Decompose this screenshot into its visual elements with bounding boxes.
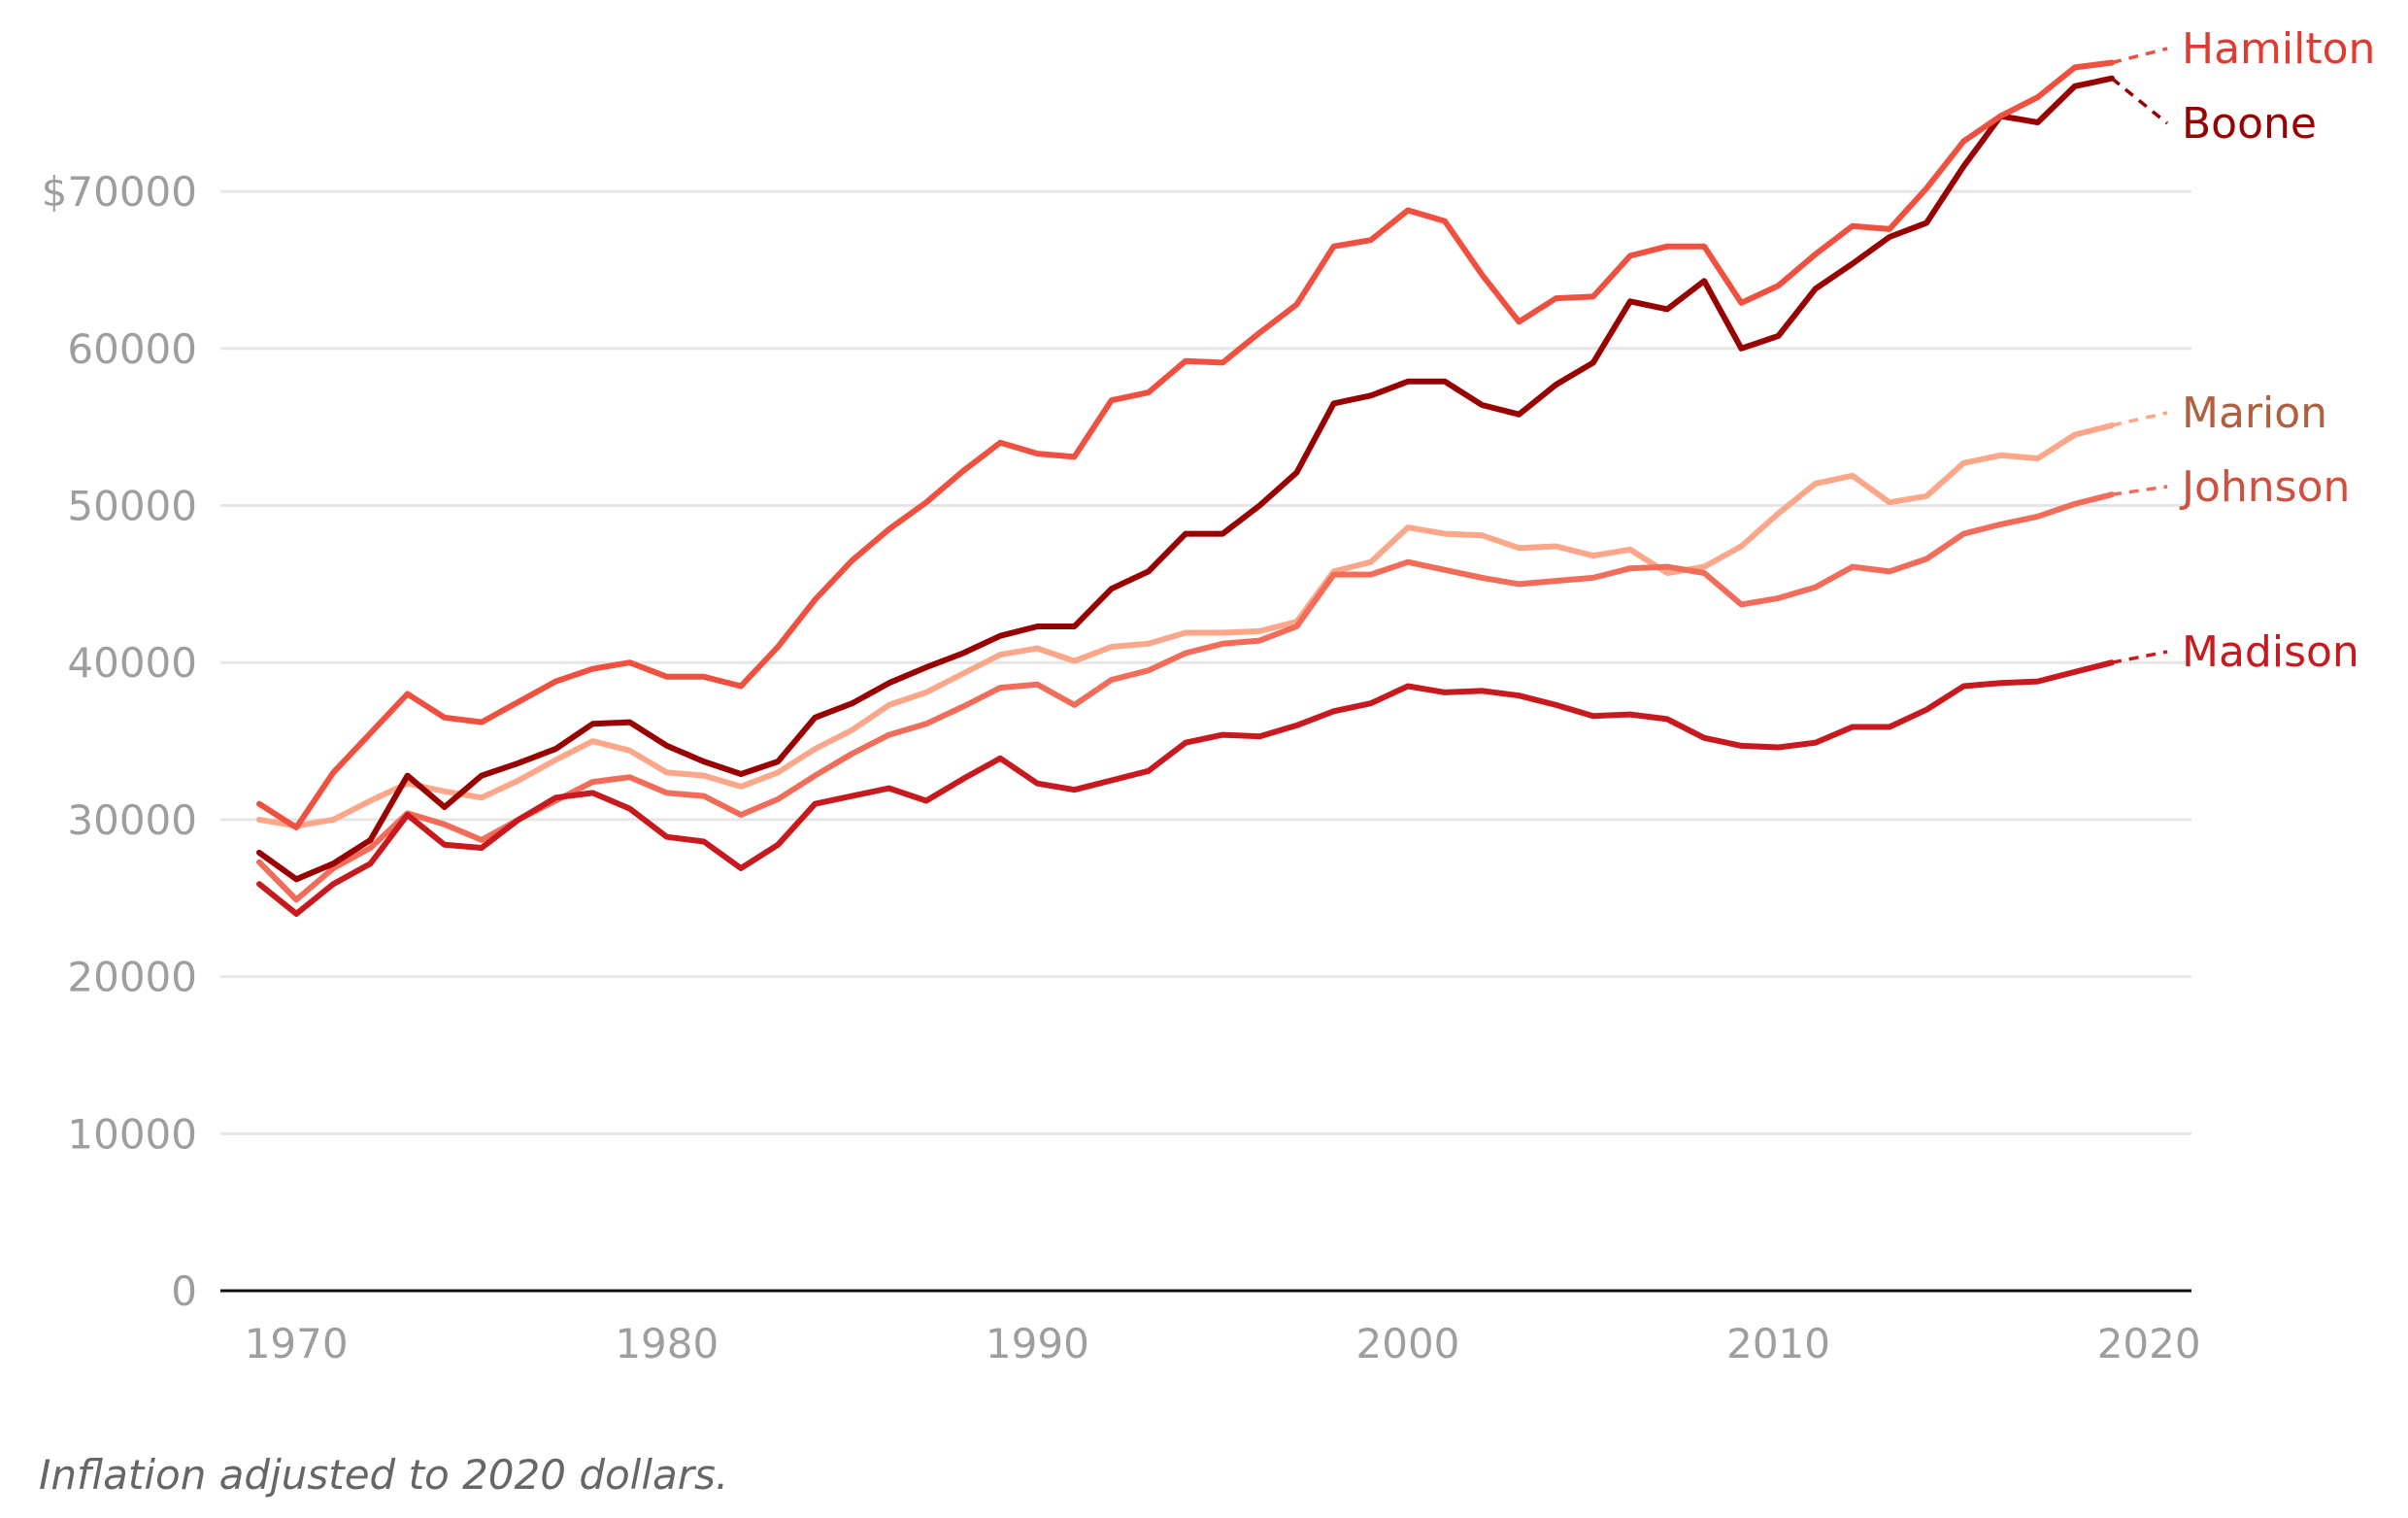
x-tick-label: 1970 <box>245 1320 349 1367</box>
y-tick-label: 50000 <box>67 483 197 530</box>
footnote: Inflation adjusted to 2020 dollars. <box>39 1451 728 1499</box>
label-leader-line <box>2110 77 2169 125</box>
y-tick-label: 60000 <box>67 325 197 373</box>
series-labels: Marion Johnson Madison Boone Hamilton <box>2110 24 2375 677</box>
gridlines <box>220 189 2191 1135</box>
series-line-marion <box>256 422 2115 829</box>
label-leader-line <box>2111 650 2168 664</box>
label-leader-line <box>2111 47 2168 65</box>
series-label-madison: Madison <box>2182 627 2359 677</box>
y-axis-ticks: 0 10000 20000 30000 40000 50000 60000 $70000 <box>42 168 197 1315</box>
series-line-boone <box>256 75 2115 883</box>
series-label-boone: Boone <box>2182 99 2317 149</box>
series-line-hamilton <box>256 59 2115 830</box>
label-leader-line <box>2111 411 2168 427</box>
series-line-madison <box>256 659 2115 917</box>
series-lines <box>256 59 2115 917</box>
y-tick-label: 40000 <box>67 639 197 687</box>
label-leader-line <box>2111 485 2168 496</box>
series-label-marion: Marion <box>2182 388 2327 438</box>
y-tick-label: $70000 <box>42 168 197 216</box>
y-tick-label: 0 <box>171 1267 197 1315</box>
x-tick-label: 2020 <box>2097 1320 2201 1367</box>
x-tick-label: 1980 <box>615 1320 719 1367</box>
y-tick-label: 10000 <box>67 1110 197 1158</box>
series-line-johnson <box>256 491 2115 903</box>
x-tick-label: 2010 <box>1726 1320 1830 1367</box>
series-label-johnson: Johnson <box>2179 462 2350 512</box>
series-label-hamilton: Hamilton <box>2182 24 2375 74</box>
x-tick-label: 2000 <box>1356 1320 1460 1367</box>
y-tick-label: 30000 <box>67 796 197 844</box>
x-axis-ticks: 1970 1980 1990 2000 2010 2020 <box>245 1320 2201 1367</box>
y-tick-label: 20000 <box>67 954 197 1001</box>
x-tick-label: 1990 <box>986 1320 1089 1367</box>
